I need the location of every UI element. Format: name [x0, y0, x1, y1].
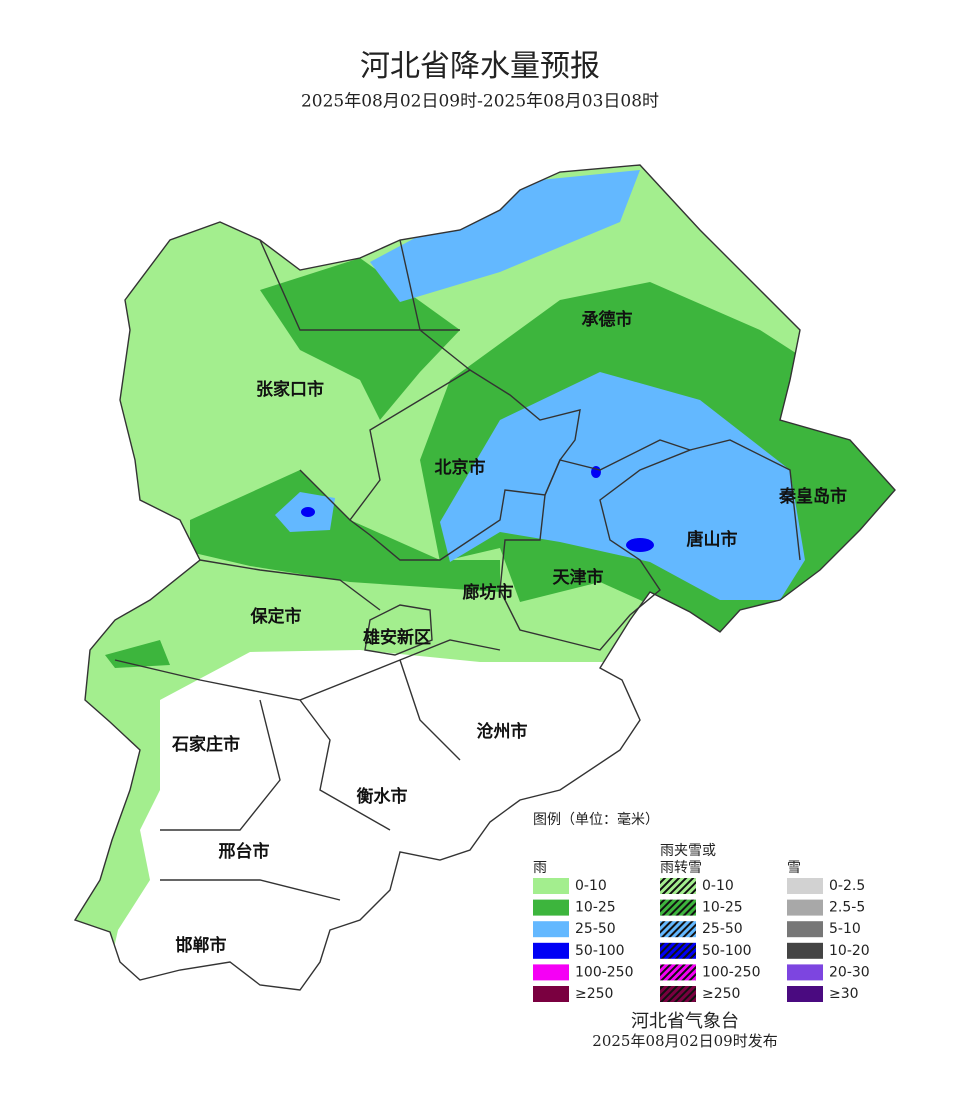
- city-label: 张家口市: [256, 379, 324, 400]
- legend-group-title: 雨转雪: [660, 860, 702, 876]
- legend-swatch: [787, 878, 823, 894]
- city-label: 北京市: [435, 457, 486, 478]
- legend-swatch: [533, 964, 569, 981]
- city-label: 石家庄市: [171, 734, 240, 755]
- map-title: 河北省降水量预报: [360, 49, 600, 84]
- area-50-100: [301, 507, 315, 517]
- legend-swatch: [787, 921, 823, 938]
- city-label: 天津市: [553, 567, 604, 588]
- legend: 图例（单位：毫米） 雨 0-10 10-25 25-50 50-100 100-250 ≥2…: [533, 811, 870, 1002]
- legend-swatch: [533, 942, 569, 959]
- legend-swatch: [660, 964, 696, 981]
- legend-label: 100-250: [702, 964, 761, 980]
- area-10-25: [190, 470, 500, 592]
- area-50-100: [626, 538, 654, 552]
- city-label: 承德市: [582, 309, 633, 330]
- legend-label: 2.5-5: [829, 900, 865, 916]
- city-labels: 承德市 张家口市 北京市 秦皇岛市 唐山市 天津市 廊坊市 保定市 雄安新区 石…: [171, 309, 847, 956]
- legend-group-title: 雪: [787, 860, 801, 876]
- legend-label: 0-2.5: [829, 878, 865, 894]
- city-label: 沧州市: [477, 721, 528, 742]
- legend-label: ≥30: [829, 986, 859, 1002]
- legend-swatch: [660, 878, 696, 894]
- city-label: 邯郸市: [176, 935, 227, 956]
- legend-swatch: [660, 942, 696, 959]
- legend-swatch: [533, 878, 569, 894]
- city-label: 雄安新区: [362, 627, 431, 648]
- legend-label: 20-30: [829, 964, 870, 980]
- legend-title: 图例（单位：毫米）: [533, 811, 659, 828]
- issuer: 河北省气象台: [631, 1011, 739, 1032]
- legend-swatch: [533, 921, 569, 938]
- xiongan-border: [364, 604, 433, 656]
- legend-label: 25-50: [702, 921, 743, 937]
- legend-label: ≥250: [575, 986, 613, 1002]
- area-25-50: [370, 170, 640, 302]
- city-label: 秦皇岛市: [779, 486, 847, 507]
- legend-label: 10-20: [829, 943, 870, 959]
- legend-label: 25-50: [575, 921, 616, 937]
- legend-swatch: [787, 986, 823, 1002]
- legend-swatch: [787, 964, 823, 981]
- legend-swatch: [787, 942, 823, 959]
- legend-label: 100-250: [575, 964, 634, 980]
- legend-swatch: [660, 986, 696, 1002]
- city-label: 唐山市: [687, 529, 738, 550]
- city-label: 衡水市: [357, 786, 408, 807]
- city-border: [114, 239, 801, 901]
- province-border: [73, 164, 896, 991]
- legend-label: ≥250: [702, 986, 740, 1002]
- legend-swatch: [533, 899, 569, 916]
- legend-label: 10-25: [702, 900, 743, 916]
- area-25-50: [440, 372, 805, 600]
- legend-label: 50-100: [702, 943, 752, 959]
- legend-group-title: 雨夹雪或: [660, 843, 716, 859]
- legend-swatch: [533, 986, 569, 1002]
- map-subtitle: 2025年08月02日09时-2025年08月03日08时: [301, 92, 659, 112]
- city-label: 廊坊市: [463, 582, 514, 603]
- legend-label: 0-10: [702, 878, 734, 894]
- legend-label: 5-10: [829, 921, 861, 937]
- legend-swatch: [660, 899, 696, 916]
- legend-swatch: [787, 899, 823, 916]
- legend-group-title: 雨: [533, 860, 547, 876]
- issue-time: 2025年08月02日09时发布: [592, 1032, 777, 1050]
- legend-label: 50-100: [575, 943, 625, 959]
- city-label: 保定市: [250, 606, 302, 627]
- tianjin-border: [499, 439, 693, 651]
- legend-swatch: [660, 921, 696, 938]
- city-label: 邢台市: [219, 841, 270, 862]
- legend-label: 10-25: [575, 900, 616, 916]
- legend-label: 0-10: [575, 878, 607, 894]
